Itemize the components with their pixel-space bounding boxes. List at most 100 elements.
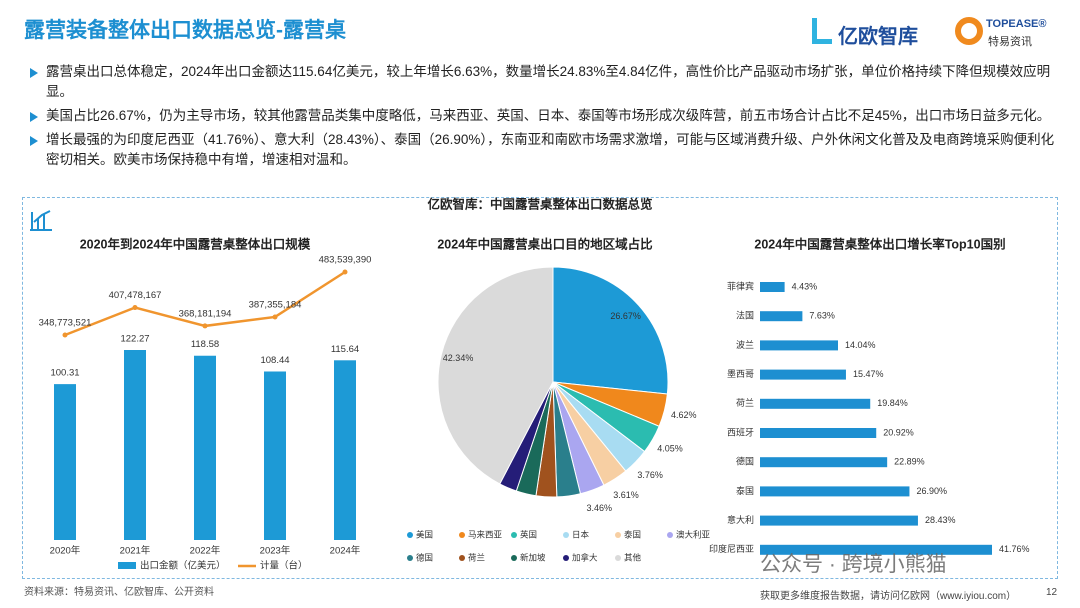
data-label: 7.63%: [809, 311, 835, 321]
legend-swatch: [459, 532, 465, 538]
panel: [22, 197, 1058, 579]
bar: [760, 398, 871, 409]
logo-text: TOPEASE®: [986, 18, 1047, 30]
y-tick-label: 菲律宾: [727, 280, 754, 291]
data-label: 3.61%: [613, 490, 639, 500]
data-label: 3.46%: [586, 503, 612, 513]
x-tick-label: 2022年: [190, 545, 221, 557]
y-tick-label: 波兰: [736, 339, 754, 350]
data-label: 26.90%: [916, 486, 947, 496]
data-label: 483,539,390: [319, 255, 372, 266]
panel-icon: [30, 210, 52, 231]
bar: [760, 311, 803, 322]
bar: [264, 371, 286, 540]
logo-icon: [955, 17, 983, 45]
data-label: 41.76%: [999, 544, 1030, 554]
data-label: 14.04%: [845, 340, 876, 350]
line-marker: [62, 332, 68, 338]
data-label: 15.47%: [853, 369, 884, 379]
legend-label: 其他: [624, 552, 642, 562]
y-tick-label: 泰国: [736, 485, 754, 496]
bar: [760, 486, 910, 497]
legend-label: 日本: [572, 529, 590, 539]
legend-label: 德国: [416, 552, 433, 562]
bar: [760, 457, 888, 468]
slide-title: 露营装备整体出口数据总览-露营桌: [24, 19, 346, 42]
data-label: 42.34%: [443, 353, 474, 363]
legend-swatch: [407, 532, 413, 538]
legend-swatch: [407, 555, 413, 561]
legend-swatch: [615, 532, 621, 538]
x-tick-label: 2021年: [120, 545, 151, 557]
x-tick-label: 2023年: [260, 545, 291, 557]
legend-label: 出口金额（亿美元）: [140, 560, 226, 572]
data-label: 26.67%: [610, 311, 641, 321]
chart-title: 2024年中国露营桌出口目的地区域占比: [437, 236, 653, 251]
bar: [124, 350, 146, 540]
data-label: 122.27: [120, 334, 149, 345]
legend-swatch: [563, 532, 569, 538]
pie-slice: [552, 266, 669, 395]
legend-swatch: [511, 532, 517, 538]
legend-label: 加拿大: [572, 552, 598, 562]
bar: [760, 369, 846, 380]
logo-text: 特易资讯: [988, 36, 1032, 48]
chart-title: 2024年中国露营桌整体出口增长率Top10国别: [754, 236, 1005, 251]
bullet: 美国占比26.67%，仍为主导市场，较其他露营品类集中度略低，马来西亚、英国、日…: [28, 106, 1058, 126]
bar: [54, 384, 76, 540]
data-label: 4.05%: [657, 444, 683, 454]
legend-swatch: [459, 555, 465, 561]
y-tick-label: 荷兰: [736, 397, 754, 408]
legend-label: 泰国: [624, 529, 641, 539]
line-marker: [342, 269, 348, 275]
chart-title: 2020年到2024年中国露营桌整体出口规模: [80, 236, 311, 251]
data-label: 4.43%: [792, 281, 818, 291]
data-label: 407,478,167: [109, 290, 162, 301]
data-label: 348,773,521: [39, 318, 92, 329]
line-marker: [132, 305, 138, 311]
legend-label: 计量（台）: [260, 560, 308, 572]
pie-slice: [437, 266, 554, 485]
watermark: 公众号 · 跨境小熊猫: [760, 553, 947, 576]
legend-label: 澳大利亚: [676, 529, 711, 539]
data-label: 387,355,184: [249, 299, 302, 310]
line-marker: [202, 323, 208, 329]
bar: [334, 360, 356, 540]
data-label: 19.84%: [877, 398, 908, 408]
footer-note: 获取更多维度报告数据，请访问亿欧网（www.iyiou.com）: [760, 591, 1017, 602]
legend-label: 马来西亚: [468, 529, 503, 539]
legend-label: 荷兰: [468, 552, 485, 562]
legend-label: 新加坡: [520, 552, 546, 562]
y-tick-label: 印度尼西亚: [709, 543, 754, 554]
legend-swatch: [615, 555, 621, 561]
y-tick-label: 意大利: [727, 514, 754, 525]
logo-icon: [812, 18, 832, 44]
bullet: 露营桌出口总体稳定，2024年出口金额达115.64亿美元，较上年增长6.63%…: [28, 62, 1058, 102]
bar: [194, 355, 216, 540]
logo-text: 亿欧智库: [838, 26, 918, 48]
bullet: 增长最强的为印度尼西亚（41.76%）、意大利（28.43%）、泰国（26.90…: [28, 130, 1058, 170]
x-tick-label: 2020年: [50, 545, 81, 557]
bullet-list: 露营桌出口总体稳定，2024年出口金额达115.64亿美元，较上年增长6.63%…: [28, 62, 1058, 174]
line-marker: [272, 314, 278, 320]
page-number: 12: [1046, 587, 1058, 598]
data-label: 20.92%: [883, 427, 914, 437]
bar: [760, 428, 877, 438]
legend-swatch: [511, 555, 517, 561]
data-label: 28.43%: [925, 515, 956, 525]
bar: [760, 544, 992, 555]
data-label: 3.76%: [637, 470, 663, 480]
y-tick-label: 西班牙: [727, 426, 754, 437]
bar: [760, 515, 918, 526]
legend-label: 美国: [416, 529, 433, 539]
data-label: 100.31: [50, 368, 79, 379]
x-tick-label: 2024年: [330, 545, 361, 557]
data-label: 115.64: [331, 344, 359, 355]
legend-swatch: [667, 532, 673, 538]
y-tick-label: 法国: [736, 310, 754, 321]
data-label: 4.62%: [671, 410, 697, 420]
data-label: 108.44: [260, 355, 289, 366]
data-label: 368,181,194: [179, 308, 232, 319]
